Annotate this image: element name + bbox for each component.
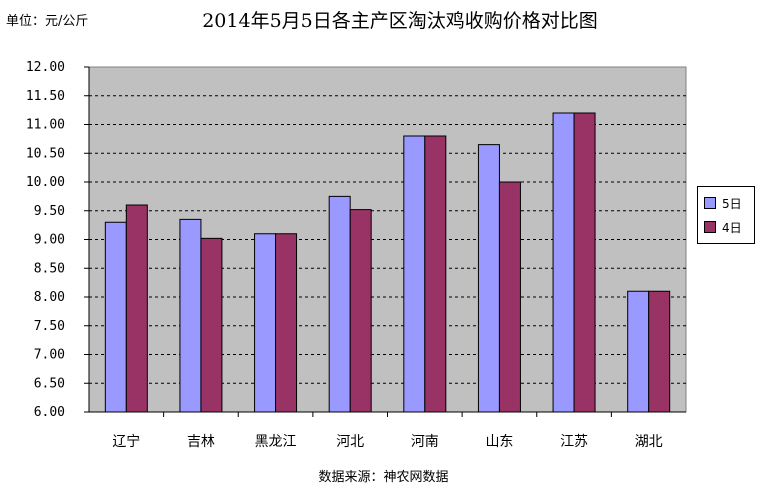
x-category-label: 山东 bbox=[485, 434, 513, 450]
bar-4-5 bbox=[498, 181, 521, 413]
y-tick-label: 10.00 bbox=[26, 175, 65, 190]
y-tick-label: 8.00 bbox=[34, 290, 65, 305]
bar-5-5 bbox=[477, 144, 500, 413]
y-tick-label: 9.50 bbox=[34, 204, 65, 219]
bar-5-7 bbox=[627, 290, 650, 413]
bar-4-6 bbox=[573, 112, 596, 413]
bar-5-2 bbox=[254, 233, 277, 413]
bar-4-4 bbox=[424, 135, 447, 413]
legend-label-4: 4日 bbox=[722, 221, 742, 235]
bar-4-3 bbox=[349, 209, 372, 413]
x-category-label: 河南 bbox=[411, 434, 439, 450]
bar-5-3 bbox=[328, 195, 351, 413]
y-tick-label: 10.50 bbox=[26, 146, 65, 161]
x-category-label: 辽宁 bbox=[112, 433, 140, 450]
y-tick-label: 7.50 bbox=[34, 319, 65, 334]
bar-5-4 bbox=[403, 135, 426, 413]
y-tick-label: 6.50 bbox=[34, 376, 65, 391]
legend-swatch-5 bbox=[704, 197, 716, 209]
x-category-label: 湖北 bbox=[635, 434, 663, 450]
y-tick-label: 7.00 bbox=[34, 348, 65, 363]
y-tick-label: 6.00 bbox=[34, 405, 65, 420]
y-tick-label: 11.50 bbox=[26, 89, 65, 104]
bar-4-2 bbox=[275, 233, 298, 413]
legend-label-5: 5日 bbox=[722, 197, 742, 211]
bar-5-0 bbox=[104, 221, 127, 413]
y-tick-label: 11.00 bbox=[26, 118, 65, 133]
y-tick-label: 8.50 bbox=[34, 261, 65, 276]
unit-label: 单位：元/公斤 bbox=[6, 14, 89, 29]
bar-4-7 bbox=[648, 290, 671, 413]
x-category-label: 吉林 bbox=[187, 434, 215, 450]
bar-4-0 bbox=[125, 204, 148, 413]
chart-title: 2014年5月5日各主产区淘汰鸡收购价格对比图 bbox=[202, 10, 598, 32]
y-tick-label: 12.00 bbox=[26, 60, 65, 75]
bar-4-1 bbox=[200, 237, 223, 413]
legend-swatch-4 bbox=[704, 221, 716, 233]
plot-area bbox=[88, 66, 687, 413]
bar-5-1 bbox=[179, 218, 202, 413]
source-label: 数据来源：神农网数据 bbox=[318, 470, 449, 485]
y-tick-label: 9.00 bbox=[34, 233, 65, 248]
x-category-label: 江苏 bbox=[560, 434, 588, 450]
legend: 5日 4日 bbox=[697, 186, 755, 244]
x-category-label: 黑龙江 bbox=[255, 434, 297, 450]
x-category-label: 河北 bbox=[336, 434, 364, 450]
bar-5-6 bbox=[552, 112, 575, 413]
